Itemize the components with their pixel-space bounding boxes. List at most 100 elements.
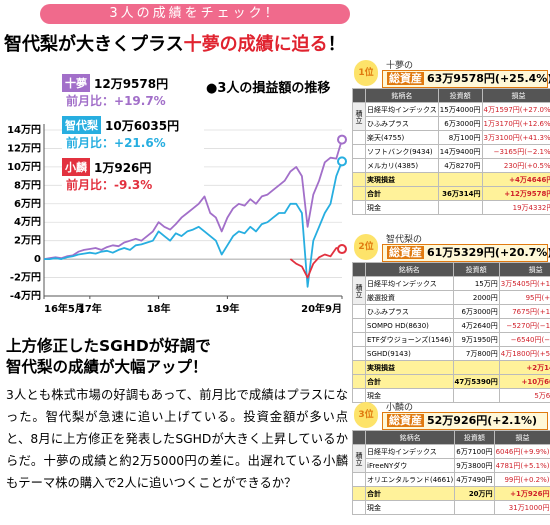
side-cell (352, 130, 366, 145)
rank-badge: 2位 (354, 234, 378, 260)
change-label: 前月比： (66, 178, 115, 192)
cell: 15万4000円 (437, 102, 483, 117)
legend-entry: 智代梨 10万6035円 前月比：+21.6% (62, 116, 204, 151)
side-cell (352, 374, 366, 389)
owner: 智代梨の (386, 235, 423, 245)
cell: 合計 (365, 186, 439, 201)
legend-top: 十夢 12万9578円 (62, 74, 204, 92)
cell: 7万800円 (452, 346, 500, 361)
header-row: 銘柄名 投資額 損益 (352, 88, 550, 103)
change-label: 前月比： (66, 136, 115, 150)
side-cell (352, 388, 366, 403)
legend-entry: 十夢 12万9578円 前月比：+19.7% (62, 74, 204, 109)
legend-change: 前月比：+21.6% (62, 134, 204, 151)
end-marker (337, 156, 347, 167)
summary-row: 実現損益 +2万1425円 (352, 360, 550, 375)
side-cell (352, 346, 366, 361)
cell: 日経平均インデックス (365, 102, 439, 117)
side-cell (352, 304, 366, 319)
column-header: 投資額 (437, 88, 483, 103)
total-label: 総資産 (387, 414, 424, 427)
y-tick-label: 8万円 (14, 179, 41, 191)
side-cell (352, 486, 366, 501)
owner: 十夢の (386, 61, 414, 71)
headline: 智代梨が大きくプラス十夢の成績に迫る！ (4, 30, 354, 56)
row: 楽天(4755) 8万100円 3万3100円(+41.3%) (352, 130, 550, 145)
table-header: 3位 小麟の 総資産 52万926円(+2.1%) (352, 400, 548, 430)
y-tick-label: 2万円 (14, 235, 41, 247)
holdings-table: 3位 小麟の 総資産 52万926円(+2.1%) 銘柄名 投資額 損益 積立 日経平均インデッ… (352, 400, 550, 515)
cell: 6046円(+9.9%) (493, 444, 550, 459)
column-header: 損益 (481, 88, 550, 103)
holdings-table: 1位 十夢の 総資産 63万9578円(+25.4%) 銘柄名 投資額 損益 積立 日経平均イン… (352, 58, 550, 215)
column-header: 銘柄名 (365, 262, 454, 277)
total-label: 総資産 (387, 246, 424, 259)
rank-badge: 1位 (354, 60, 378, 86)
cell (452, 388, 500, 403)
summary-row: 現金 19万4332円 (352, 200, 550, 215)
cell: 9万3800円 (454, 458, 495, 473)
legend-name: 智代梨 (62, 116, 101, 134)
cell: iFreeNYダウ (364, 458, 456, 473)
total-box: 総資産 52万926円(+2.1%) (382, 412, 548, 430)
end-marker (337, 244, 347, 255)
cell: 14万9400円 (437, 144, 483, 159)
side-cell (352, 200, 366, 215)
legend-entry: 小麟 1万926円 前月比：-9.3% (62, 158, 204, 193)
column-header: 投資額 (454, 430, 495, 445)
change-value: -9.3% (114, 178, 153, 192)
cell: オリエンタルランド(4661) (364, 472, 456, 487)
summary-row: 現金 31万1000円 (352, 500, 550, 515)
cell: 20万円 (454, 486, 495, 501)
side-cell (352, 172, 366, 187)
headline-part: 十夢の成績に迫る (183, 34, 328, 55)
side-cell (352, 318, 366, 333)
cell: 3万3100円(+41.3%) (481, 130, 550, 145)
change-value: +21.6% (114, 136, 166, 150)
cell: 31万1000円 (493, 500, 550, 515)
table: 銘柄名 投資額 損益 積立 日経平均インデックス 15万4000円 4万1597円(+27.… (352, 88, 550, 215)
cell: ひふみプラス (365, 304, 454, 319)
side-cell (352, 144, 366, 159)
cell: 楽天(4755) (365, 130, 439, 145)
legend-amount: 1万926円 (94, 160, 152, 175)
cell: −3165円(−2.1%) (481, 144, 550, 159)
side-label: 積立 (352, 276, 366, 305)
summary-row: 合計 20万円 +1万926円 (352, 486, 550, 501)
summary-row: 現金 5万6035円 (352, 388, 550, 403)
cell: メルカリ(4385) (365, 158, 439, 173)
cell: 230円(+0.5%) (481, 158, 550, 173)
holdings-table: 2位 智代梨の 総資産 61万5329円(+20.7%) 銘柄名 投資額 損益 積立 日経平均イ… (352, 232, 550, 403)
change-value: +19.7% (114, 94, 166, 108)
chart-title: ●3人の損益額の推移 (206, 81, 331, 96)
cell: +4万4646円 (481, 172, 550, 187)
y-tick-label: 10万円 (7, 161, 41, 173)
banner: 3人の成績をチェック！ (40, 4, 350, 24)
cell: 現金 (365, 200, 439, 215)
legend-change: 前月比：-9.3% (62, 176, 204, 193)
heading-line: 智代梨の成績が大幅アップ！ (6, 358, 208, 376)
x-tick-label: 17年 (78, 302, 102, 315)
legend-amount: 12万9578円 (94, 76, 169, 91)
cell: 36万314円 (437, 186, 483, 201)
cell: 4万1597円(+27.0%) (481, 102, 550, 117)
heading-line: 上方修正したSGHDが好調で (6, 337, 211, 355)
side-cell (352, 360, 366, 375)
side-label: 積立 (352, 102, 366, 131)
total-box: 総資産 63万9578円(+25.4%) (382, 70, 550, 88)
cell: SOMPO HD(8630) (365, 318, 454, 333)
cell: 合計 (365, 374, 454, 389)
cell: 日経平均インデックス (364, 444, 456, 459)
cell: 99円(+0.2%) (493, 472, 550, 487)
legend-top: 小麟 1万926円 (62, 158, 204, 176)
article-body: 3人とも株式市場の好調もあって、前月比で成績はプラスになった。智代梨が急速に追い… (6, 388, 348, 490)
cell: ETFダウジョーンズ(1546) (365, 332, 454, 347)
table-header: 1位 十夢の 総資産 63万9578円(+25.4%) (352, 58, 550, 88)
y-tick-label: 4万円 (14, 216, 41, 228)
cell: 日経平均インデックス (365, 276, 454, 291)
owner: 小麟の (386, 403, 414, 413)
cell: 95円(+4.8%) (498, 290, 550, 305)
